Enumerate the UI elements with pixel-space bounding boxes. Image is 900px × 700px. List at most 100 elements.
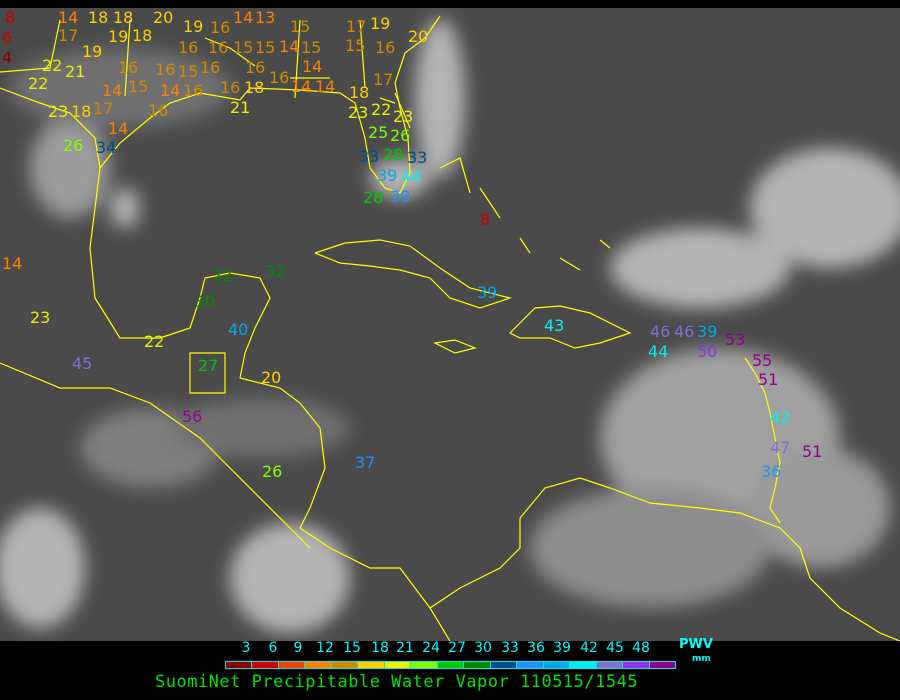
pwv-station-value: 17	[373, 70, 394, 89]
pwv-station-value: 8	[480, 210, 491, 229]
pwv-station-value: 23	[393, 107, 414, 126]
pwv-station-value: 14	[160, 81, 181, 100]
pwv-station-value: 23	[48, 102, 69, 121]
pwv-station-value: 16	[375, 38, 396, 57]
legend-tick-label: 48	[632, 640, 650, 656]
pwv-station-value: 13	[255, 8, 276, 27]
pwv-station-value: 32	[212, 266, 233, 285]
pwv-station-value: 50	[697, 342, 718, 361]
legend-color-swatch	[305, 662, 332, 668]
pwv-station-value: 19	[108, 27, 129, 46]
pwv-station-value: 16	[155, 60, 176, 79]
pwv-station-value: 33	[407, 148, 428, 167]
legend-color-swatch	[570, 662, 597, 668]
pwv-station-value: 19	[183, 17, 204, 36]
pwv-station-value: 15	[345, 36, 366, 55]
pwv-station-value: 18	[132, 26, 153, 45]
pwv-station-value: 44	[401, 167, 422, 186]
pwv-station-value: 22	[144, 332, 165, 351]
pwv-station-value: 22	[371, 100, 392, 119]
pwv-station-value: 15	[301, 38, 322, 57]
pwv-station-value: 14	[291, 77, 312, 96]
legend-unit-label: PWV	[679, 637, 713, 652]
legend-tick-label: 21	[396, 640, 414, 656]
legend-color-swatch	[490, 662, 518, 668]
pwv-station-value: 26	[262, 462, 283, 481]
pwv-station-value: 25	[368, 123, 389, 142]
pwv-station-value: 21	[230, 98, 251, 117]
pwv-station-value: 27	[198, 356, 219, 375]
legend-color-swatch	[649, 662, 675, 668]
legend-color-swatch	[226, 662, 253, 668]
pwv-station-value: 18	[71, 102, 92, 121]
pwv-station-value: 20	[408, 27, 429, 46]
legend-tick-label: 24	[422, 640, 440, 656]
pwv-station-value: 17	[58, 26, 79, 45]
pwv-station-value: 19	[82, 42, 103, 61]
pwv-station-value: 36	[761, 462, 782, 481]
pwv-station-value: 14	[233, 8, 254, 27]
pwv-station-value: 14	[58, 8, 79, 27]
pwv-station-value: 18	[88, 8, 109, 27]
pwv-station-value: 53	[725, 330, 746, 349]
pwv-station-value: 28	[383, 145, 404, 164]
legend-tick-label: 39	[553, 640, 571, 656]
legend-tick-label: 12	[316, 640, 334, 656]
legend-color-swatch	[437, 662, 465, 668]
pwv-station-value: 14	[2, 254, 23, 273]
pwv-station-value: 16	[269, 68, 290, 87]
pwv-station-value: 14	[315, 77, 336, 96]
legend-unit: mm	[692, 654, 711, 664]
pwv-station-value: 16	[200, 58, 221, 77]
legend-tick-label: 36	[527, 640, 545, 656]
pwv-station-value: 30	[195, 292, 216, 311]
cloud-layer	[0, 15, 900, 641]
pwv-station-value: 14	[102, 81, 123, 100]
pwv-station-value: 56	[182, 407, 203, 426]
pwv-station-value: 20	[153, 8, 174, 27]
pwv-station-value: 16	[220, 78, 241, 97]
legend-color-swatch	[596, 662, 624, 668]
legend-color-swatch	[623, 662, 650, 668]
legend-color-bar	[225, 661, 676, 669]
pwv-station-value: 6	[2, 28, 13, 47]
legend-tick-label: 6	[268, 640, 278, 656]
pwv-station-value: 15	[233, 38, 254, 57]
pwv-station-value: 19	[370, 14, 391, 33]
pwv-station-value: 18	[349, 83, 370, 102]
pwv-station-value: 44	[648, 342, 669, 361]
pwv-station-value: 16	[245, 58, 266, 77]
pwv-station-value: 16	[118, 58, 139, 77]
pwv-station-value: 39	[477, 283, 498, 302]
pwv-station-value: 28	[363, 188, 384, 207]
pwv-station-value: 22	[42, 56, 63, 75]
pwv-station-value: 16	[208, 38, 229, 57]
pwv-station-value: 51	[758, 370, 779, 389]
pwv-station-value: 23	[348, 103, 369, 122]
pwv-station-value: 15	[128, 77, 149, 96]
legend-color-swatch	[252, 662, 279, 668]
legend-tick-label: 15	[343, 640, 361, 656]
pwv-station-value: 37	[355, 453, 376, 472]
pwv-station-value: 46	[674, 322, 695, 341]
legend-tick-label: 33	[501, 640, 519, 656]
legend-color-swatch	[464, 662, 491, 668]
legend-color-swatch	[278, 662, 306, 668]
pwv-station-value: 20	[261, 368, 282, 387]
legend-tick-label: 45	[606, 640, 624, 656]
pwv-station-value: 4	[2, 48, 13, 67]
pwv-station-value: 47	[770, 438, 791, 457]
pwv-station-value: 55	[752, 351, 773, 370]
pwv-station-value: 16	[210, 18, 231, 37]
pwv-station-value: 39	[697, 322, 718, 341]
pwv-station-value: 46	[650, 322, 671, 341]
legend-tick-label: 27	[448, 640, 466, 656]
legend-tick-label: 18	[371, 640, 389, 656]
pwv-station-value: 16	[183, 81, 204, 100]
pwv-station-value: 40	[228, 320, 249, 339]
pwv-station-value: 32	[265, 262, 286, 281]
pwv-station-value: 34	[96, 138, 117, 157]
legend-color-swatch	[358, 662, 385, 668]
pwv-station-value: 14	[108, 119, 129, 138]
legend-color-swatch	[517, 662, 544, 668]
